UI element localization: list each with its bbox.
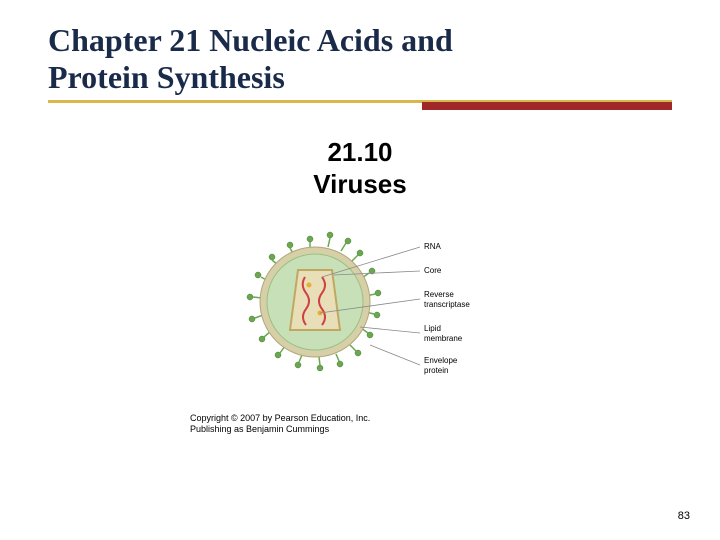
core-capsid bbox=[290, 270, 340, 330]
copyright-block: Copyright © 2007 by Pearson Education, I… bbox=[190, 413, 530, 436]
section-title: Viruses bbox=[313, 169, 406, 199]
label-lipid-1: Lipid bbox=[424, 324, 441, 333]
chapter-title-line1: Chapter 21 Nucleic Acids and bbox=[48, 22, 453, 58]
label-reverse-2: transcriptase bbox=[424, 300, 470, 309]
virus-diagram: RNA Core Reverse transcriptase Lipid mem… bbox=[0, 215, 720, 385]
copyright-line1: Copyright © 2007 by Pearson Education, I… bbox=[190, 413, 370, 423]
page-number: 83 bbox=[678, 510, 690, 522]
section-heading: 21.10 Viruses bbox=[0, 136, 720, 201]
label-envelope-1: Envelope bbox=[424, 356, 458, 365]
chapter-title-line2: Protein Synthesis bbox=[48, 59, 285, 95]
chapter-title: Chapter 21 Nucleic Acids and Protein Syn… bbox=[0, 0, 720, 96]
virus-svg: RNA Core Reverse transcriptase Lipid mem… bbox=[210, 215, 510, 385]
leader-envelope bbox=[370, 345, 420, 365]
label-reverse-1: Reverse bbox=[424, 290, 454, 299]
rt-dot bbox=[307, 282, 312, 287]
label-core: Core bbox=[424, 266, 442, 275]
label-lipid-2: membrane bbox=[424, 334, 463, 343]
title-rule bbox=[0, 96, 720, 110]
copyright-line2: Publishing as Benjamin Cummings bbox=[190, 424, 329, 434]
label-envelope-2: protein bbox=[424, 366, 448, 375]
rule-red bbox=[422, 102, 672, 110]
section-number: 21.10 bbox=[327, 137, 392, 167]
label-rna: RNA bbox=[424, 242, 442, 251]
